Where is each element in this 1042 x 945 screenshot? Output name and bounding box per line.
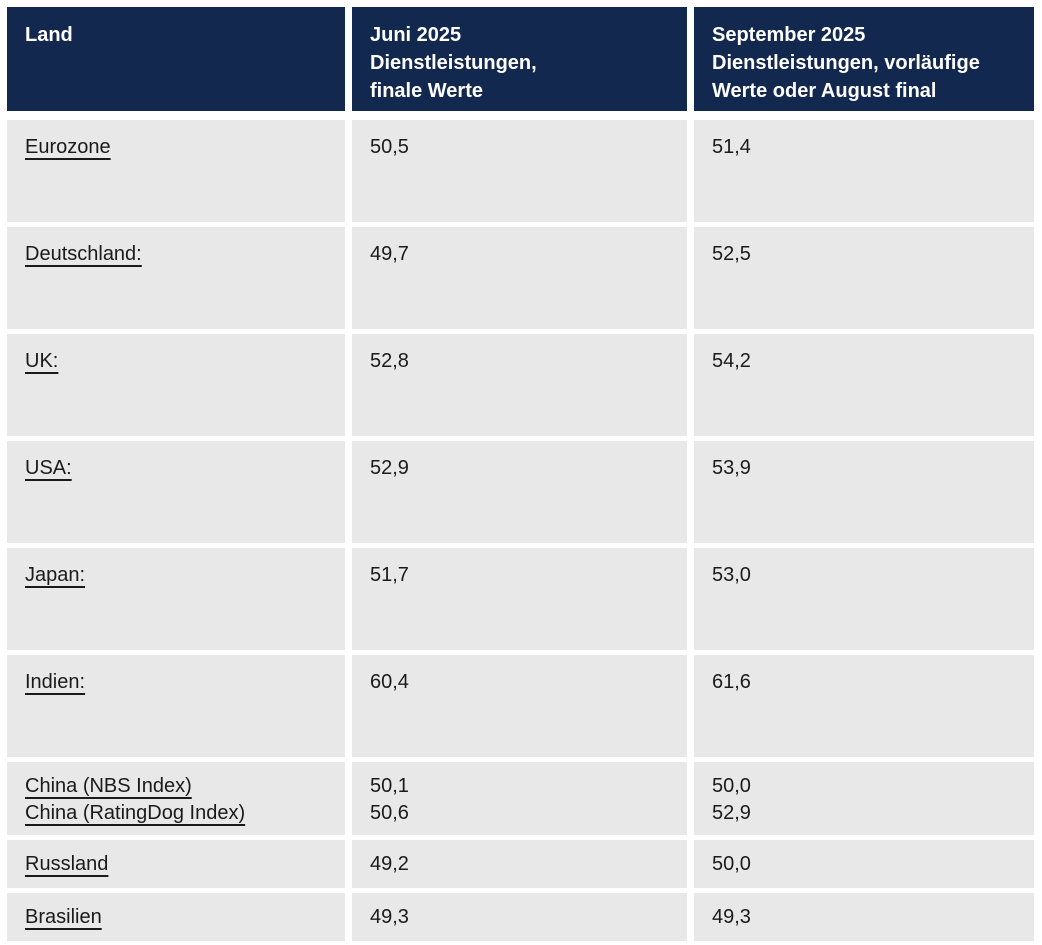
value-juni: 60,4 bbox=[370, 671, 409, 693]
header-cell-land: Land bbox=[7, 7, 345, 111]
header-cell-juni-2025: Juni 2025 Dienstleistungen, finale Werte bbox=[352, 7, 687, 111]
value-juni: 49,7 bbox=[370, 243, 409, 265]
header-label-land: Land bbox=[25, 24, 73, 46]
country-link-usa[interactable]: USA: bbox=[25, 457, 72, 479]
table-header-row: Land Juni 2025 Dienstleistungen, finale … bbox=[7, 7, 1034, 111]
pmi-services-table: Land Juni 2025 Dienstleistungen, finale … bbox=[7, 7, 1034, 941]
country-link-eurozone[interactable]: Eurozone bbox=[25, 136, 111, 158]
value-juni-nbs: 50,1 bbox=[370, 775, 409, 797]
value-september: 52,5 bbox=[712, 243, 751, 265]
value-september: 61,6 bbox=[712, 671, 751, 693]
cell-september: 53,9 bbox=[694, 441, 1034, 543]
value-juni: 49,3 bbox=[370, 906, 409, 928]
value-juni-ratingdog: 50,6 bbox=[370, 802, 409, 824]
country-link-russland[interactable]: Russland bbox=[25, 853, 109, 875]
value-september: 49,3 bbox=[712, 906, 751, 928]
header-label-line: Dienstleistungen, vorläufige bbox=[712, 52, 980, 74]
header-cell-september-2025: September 2025 Dienstleistungen, vorläuf… bbox=[694, 7, 1034, 111]
cell-juni: 51,7 bbox=[352, 548, 687, 650]
value-juni: 52,8 bbox=[370, 350, 409, 372]
value-juni: 50,5 bbox=[370, 136, 409, 158]
cell-september: 51,4 bbox=[694, 120, 1034, 222]
cell-land: Japan: bbox=[7, 548, 345, 650]
cell-september: 50,0 52,9 bbox=[694, 762, 1034, 835]
cell-september: 61,6 bbox=[694, 655, 1034, 757]
table-row-russland: Russland 49,2 50,0 bbox=[7, 840, 1034, 888]
header-label-line: Dienstleistungen, bbox=[370, 52, 537, 74]
value-juni: 49,2 bbox=[370, 853, 409, 875]
cell-land: Eurozone bbox=[7, 120, 345, 222]
country-link-brasilien[interactable]: Brasilien bbox=[25, 906, 102, 928]
cell-land: UK: bbox=[7, 334, 345, 436]
cell-juni: 50,5 bbox=[352, 120, 687, 222]
cell-juni: 49,3 bbox=[352, 893, 687, 941]
cell-land: Russland bbox=[7, 840, 345, 888]
cell-land: China (NBS Index) China (RatingDog Index… bbox=[7, 762, 345, 835]
table-row-uk: UK: 52,8 54,2 bbox=[7, 334, 1034, 436]
cell-juni: 49,2 bbox=[352, 840, 687, 888]
table-row-china: China (NBS Index) China (RatingDog Index… bbox=[7, 762, 1034, 835]
cell-land: Brasilien bbox=[7, 893, 345, 941]
cell-land: USA: bbox=[7, 441, 345, 543]
country-link-china-nbs[interactable]: China (NBS Index) bbox=[25, 775, 192, 797]
value-juni: 52,9 bbox=[370, 457, 409, 479]
table-row-eurozone: Eurozone 50,5 51,4 bbox=[7, 120, 1034, 222]
cell-juni: 52,8 bbox=[352, 334, 687, 436]
cell-september: 50,0 bbox=[694, 840, 1034, 888]
header-label-line: finale Werte bbox=[370, 80, 483, 102]
table-row-indien: Indien: 60,4 61,6 bbox=[7, 655, 1034, 757]
cell-september: 53,0 bbox=[694, 548, 1034, 650]
cell-september: 49,3 bbox=[694, 893, 1034, 941]
table-row-usa: USA: 52,9 53,9 bbox=[7, 441, 1034, 543]
cell-juni: 50,1 50,6 bbox=[352, 762, 687, 835]
country-link-uk[interactable]: UK: bbox=[25, 350, 59, 372]
value-september: 53,0 bbox=[712, 564, 751, 586]
cell-juni: 49,7 bbox=[352, 227, 687, 329]
country-link-japan[interactable]: Japan: bbox=[25, 564, 86, 586]
header-label-line: September 2025 bbox=[712, 24, 866, 46]
table-row-brasilien: Brasilien 49,3 49,3 bbox=[7, 893, 1034, 941]
cell-land: Indien: bbox=[7, 655, 345, 757]
table-row-deutschland: Deutschland: 49,7 52,5 bbox=[7, 227, 1034, 329]
value-september-ratingdog: 52,9 bbox=[712, 802, 751, 824]
country-link-indien[interactable]: Indien: bbox=[25, 671, 86, 693]
value-september-nbs: 50,0 bbox=[712, 775, 751, 797]
cell-land: Deutschland: bbox=[7, 227, 345, 329]
value-juni: 51,7 bbox=[370, 564, 409, 586]
cell-september: 54,2 bbox=[694, 334, 1034, 436]
cell-juni: 60,4 bbox=[352, 655, 687, 757]
value-september: 54,2 bbox=[712, 350, 751, 372]
country-link-deutschland[interactable]: Deutschland: bbox=[25, 243, 142, 265]
cell-juni: 52,9 bbox=[352, 441, 687, 543]
value-september: 50,0 bbox=[712, 853, 751, 875]
header-label-line: Juni 2025 bbox=[370, 24, 462, 46]
table-row-japan: Japan: 51,7 53,0 bbox=[7, 548, 1034, 650]
value-september: 53,9 bbox=[712, 457, 751, 479]
value-september: 51,4 bbox=[712, 136, 751, 158]
country-link-china-ratingdog[interactable]: China (RatingDog Index) bbox=[25, 802, 246, 824]
cell-september: 52,5 bbox=[694, 227, 1034, 329]
header-label-line: Werte oder August final bbox=[712, 80, 937, 102]
